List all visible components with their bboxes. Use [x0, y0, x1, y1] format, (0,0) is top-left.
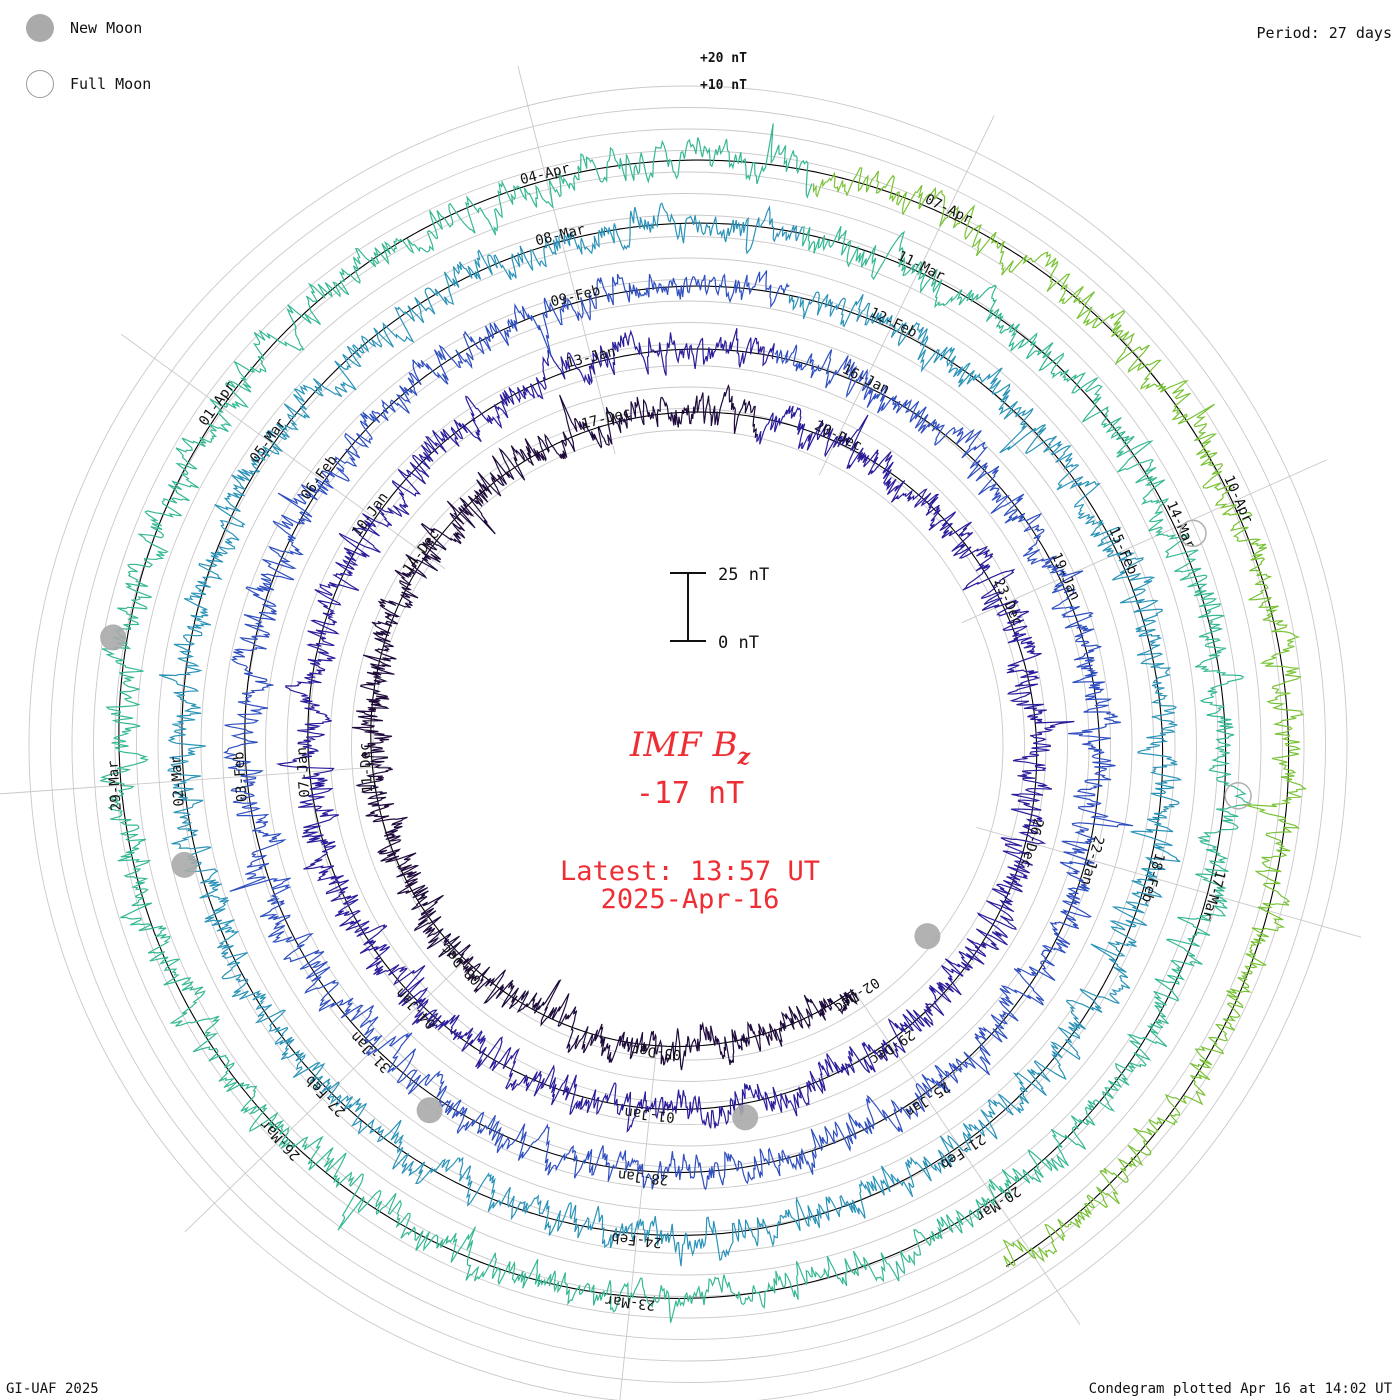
chart-moon-markers — [100, 519, 1252, 1131]
date-label: 04-Jan — [393, 984, 440, 1031]
full-moon-icon — [26, 70, 54, 98]
grid-circle — [50, 107, 1326, 1383]
grid-spoke — [0, 765, 389, 795]
new-moon-marker — [914, 923, 941, 950]
grid-circle — [114, 171, 1262, 1319]
full-moon-marker — [1224, 782, 1252, 810]
chart-grid — [0, 65, 1362, 1400]
grid-spoke — [120, 333, 446, 570]
date-label: 10-Apr — [1220, 473, 1255, 526]
grid-circle — [136, 193, 1240, 1297]
latest-timestamp: Latest: 13:57 UT 2025-Apr-16 — [440, 858, 940, 914]
series-ring-3 — [158, 202, 1183, 1267]
date-label: 02-Dec — [831, 974, 882, 1016]
date-label: 18-Feb — [1138, 851, 1167, 904]
series-ring-5 — [812, 166, 1307, 1268]
series-ring-2 — [223, 270, 1134, 1191]
grid-spoke — [976, 826, 1362, 938]
new-moon-icon — [26, 14, 54, 42]
quantity-title: IMF Bz — [440, 725, 940, 770]
date-label: 11-Dec — [357, 742, 377, 794]
grid-circle — [157, 214, 1219, 1276]
date-label: 10-Jan — [349, 490, 392, 540]
date-label: 07-Apr — [922, 191, 974, 227]
scale-bar-bottom-label: 0 nT — [718, 633, 759, 653]
quantity-subscript: z — [737, 743, 751, 770]
date-label: 19-Jan — [1048, 550, 1083, 603]
quantity-name: IMF B — [629, 725, 738, 765]
ref-label-10nt: +10 nT — [700, 78, 747, 93]
reference-level-labels: +20 nT +10 nT — [700, 51, 747, 93]
grid-spoke — [517, 65, 616, 455]
date-label: 27-Feb — [302, 1072, 349, 1119]
date-label: 29-Mar — [105, 760, 125, 812]
new-moon-marker — [171, 851, 198, 878]
latest-time: Latest: 13:57 UT — [559, 856, 821, 887]
full-moon-marker — [1179, 519, 1207, 548]
legend-full-moon: Full Moon — [26, 70, 151, 98]
scale-bar-top-label: 25 nT — [718, 565, 769, 585]
grid-spoke — [619, 1043, 658, 1400]
new-moon-marker — [732, 1104, 759, 1131]
date-label: 01-Jan — [624, 1104, 676, 1125]
series-ring-1 — [275, 328, 1075, 1133]
series-ring-0 — [351, 384, 858, 1071]
date-label: 11-Mar — [895, 248, 947, 284]
date-label: 14-Mar — [1163, 499, 1198, 552]
date-label: 21-Feb — [937, 1130, 988, 1172]
grid-circle — [179, 236, 1197, 1254]
date-label: 29-Dec — [867, 1026, 918, 1068]
date-label: 23-Mar — [604, 1292, 656, 1313]
chart-data-series — [99, 123, 1307, 1323]
current-value: -17 nT — [635, 776, 745, 811]
legend-new-moon: New Moon — [26, 14, 142, 42]
date-label: 03-Feb — [231, 751, 251, 803]
date-label: 04-Apr — [519, 160, 572, 188]
footer-plotted: Condegram plotted Apr 16 at 14:02 UT — [1088, 1381, 1392, 1397]
date-label: 28-Jan — [617, 1166, 669, 1187]
date-label: 25-Jan — [902, 1078, 953, 1120]
grid-spoke — [855, 993, 1081, 1326]
period-label: Period: 27 days — [1256, 24, 1392, 42]
latest-date: 2025-Apr-16 — [600, 884, 780, 915]
date-label: 31-Jan — [347, 1028, 394, 1075]
date-label: 02-Mar — [168, 755, 188, 807]
grid-circle — [93, 150, 1283, 1340]
scale-bar: 25 nT 0 nT — [670, 565, 769, 653]
grid-spoke — [961, 459, 1328, 624]
footer-credit: GI-UAF 2025 — [6, 1381, 99, 1397]
ref-label-20nt: +20 nT — [700, 51, 747, 66]
grid-circle — [243, 300, 1133, 1190]
grid-circle — [265, 322, 1111, 1168]
date-label: 24-Feb — [611, 1229, 663, 1250]
date-label: 07-Jan — [294, 746, 314, 798]
new-moon-marker — [416, 1097, 443, 1124]
grid-spoke — [818, 115, 995, 476]
series-ring-4 — [99, 123, 1253, 1323]
new-moon-marker — [100, 624, 127, 651]
date-label: 05-Dec — [630, 1041, 682, 1062]
grid-circle — [28, 85, 1348, 1400]
legend-new-moon-label: New Moon — [70, 19, 143, 37]
grid-circle — [71, 128, 1305, 1362]
legend-full-moon-label: Full Moon — [70, 75, 152, 93]
date-label: 22-Jan — [1078, 834, 1107, 887]
